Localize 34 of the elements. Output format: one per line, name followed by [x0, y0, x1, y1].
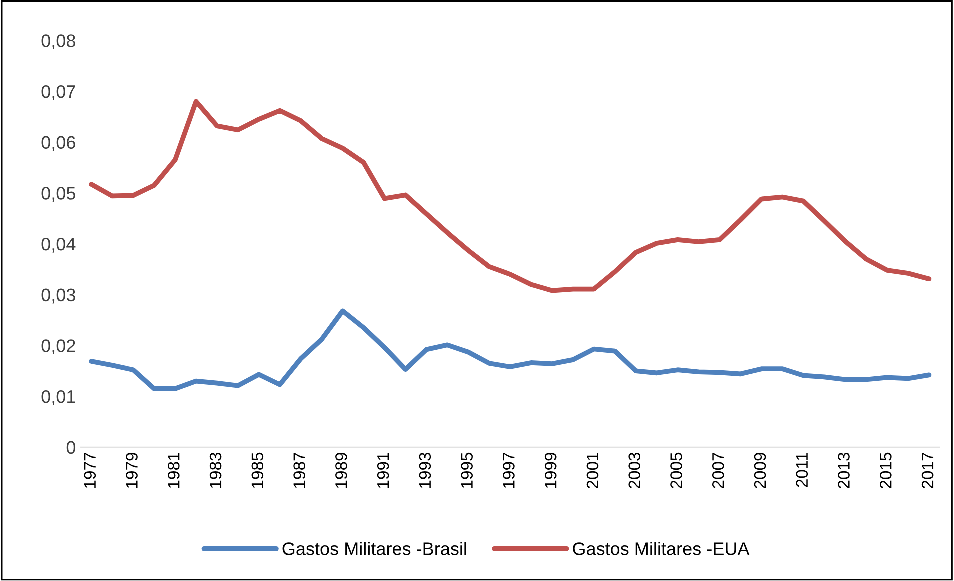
x-tick-label: 1981 — [168, 453, 180, 488]
x-tick-label: 1979 — [126, 453, 138, 488]
x-tick-label: 1991 — [377, 453, 390, 488]
x-tick-label: 2001 — [586, 453, 599, 488]
x-tick-label: 2005 — [670, 452, 682, 488]
legend-label: Gastos Militares -Brasil — [282, 542, 466, 556]
line-series — [89, 99, 932, 294]
x-tick-label: 2013 — [838, 452, 850, 488]
x-tick-label: 1997 — [503, 453, 515, 488]
x-tick-label: 1999 — [544, 453, 557, 488]
x-tick-label: 1989 — [336, 453, 348, 488]
y-tick-label: 0,07 — [42, 85, 76, 100]
y-tick-label: 0,06 — [42, 136, 76, 152]
legend-label: Gastos Militares -EUA — [573, 542, 750, 556]
x-tick-label: 1987 — [294, 453, 306, 488]
x-tick-label: 2011 — [796, 453, 808, 488]
x-tick-label: 2015 — [880, 452, 892, 488]
x-tick-label: 2003 — [628, 452, 641, 488]
line-series — [89, 308, 932, 392]
y-tick-label: 0,05 — [42, 187, 76, 202]
x-tick-label: 2007 — [712, 453, 724, 488]
y-tick-label: 0 — [66, 441, 76, 454]
y-tick-label: 0,04 — [42, 238, 76, 253]
x-tick-label: 1977 — [84, 453, 96, 488]
y-tick-label: 0,03 — [42, 288, 76, 304]
x-tick-label: 1985 — [252, 452, 264, 488]
x-tick-label: 2009 — [754, 453, 766, 488]
x-tick-label: 2017 — [922, 453, 934, 488]
y-tick-label: 0,01 — [42, 390, 76, 406]
y-tick-label: 0,02 — [42, 340, 76, 355]
x-tick-label: 1993 — [419, 452, 432, 488]
x-tick-label: 1995 — [461, 452, 473, 488]
y-tick-label: 0,08 — [42, 34, 76, 50]
x-tick-label: 1983 — [210, 452, 222, 488]
